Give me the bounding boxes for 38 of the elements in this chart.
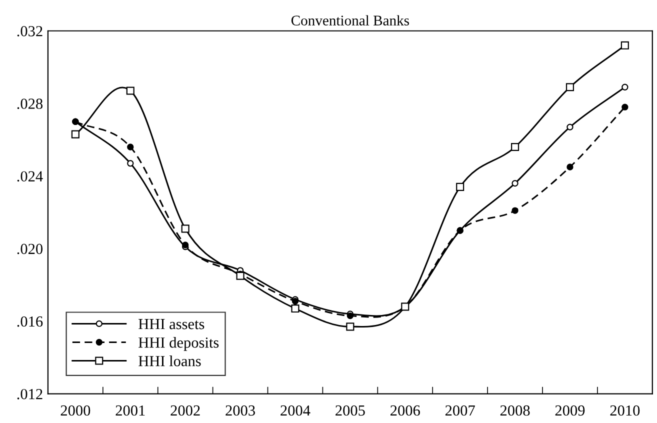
point: [512, 207, 518, 214]
y-tick-label: .028: [17, 98, 43, 109]
y-tick-label: .016: [17, 316, 43, 327]
point: [566, 124, 574, 130]
point: [511, 142, 520, 152]
x-tick-label: 2000: [60, 405, 90, 416]
point: [71, 130, 80, 138]
y-tick-label: .032: [17, 26, 42, 36]
legend-label: HHI deposits: [138, 336, 219, 351]
x-tick-label: 2008: [500, 405, 530, 416]
y-tick-label: .012: [17, 388, 42, 400]
x-tick-label: 2009: [555, 405, 585, 416]
chart-title: Conventional Banks: [291, 15, 409, 26]
x-tick-label: 2003: [226, 405, 255, 416]
point: [566, 164, 574, 170]
x-tick-label: 2005: [336, 405, 365, 416]
legend-label: HHI loans: [138, 356, 201, 366]
y-tick-label: .024: [17, 171, 43, 182]
x-tick-label: 2004: [280, 405, 310, 416]
x-tick-label: 2010: [610, 405, 640, 416]
point: [456, 182, 464, 191]
x-tick-label: 2002: [170, 405, 200, 416]
point: [127, 160, 134, 167]
x-tick-label: 2001: [116, 405, 145, 416]
x-tick-label: 2007: [445, 405, 475, 416]
point: [126, 86, 134, 95]
point: [127, 144, 134, 150]
point: [566, 83, 574, 92]
point: [512, 180, 518, 187]
point: [622, 104, 628, 110]
point: [620, 41, 629, 50]
x-tick-label: 2006: [390, 405, 420, 416]
point: [291, 304, 300, 313]
y-tick-label: .020: [17, 244, 43, 254]
point: [346, 322, 354, 331]
legend-label: HHI assets: [138, 319, 204, 330]
point: [622, 84, 628, 90]
point: [181, 224, 190, 233]
